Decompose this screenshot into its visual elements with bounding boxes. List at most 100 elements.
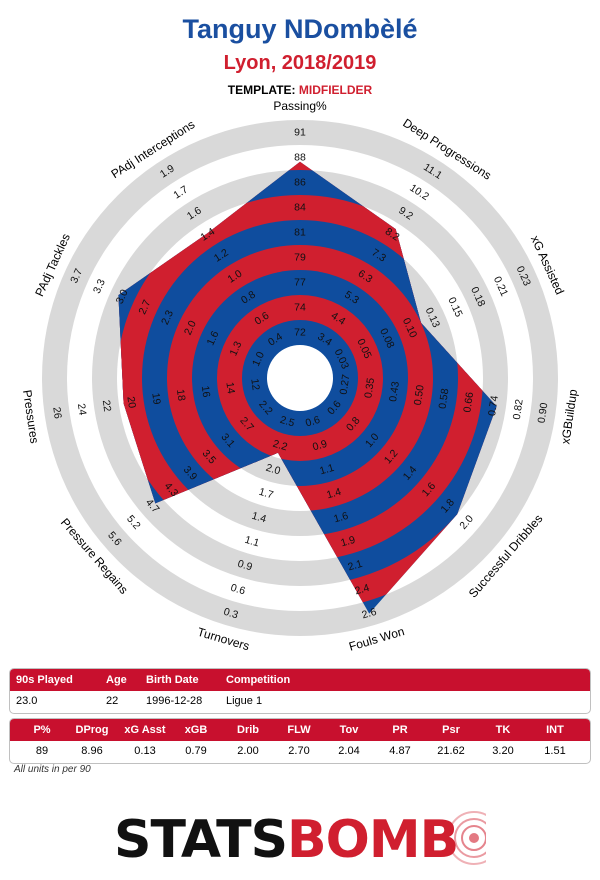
tick-label: 3.3 (91, 277, 108, 295)
header-cell: 90s Played (16, 674, 73, 686)
header-cell: PR (392, 724, 408, 736)
tick-label: 1.1 (318, 462, 336, 478)
value-cell: 2.00 (237, 745, 259, 757)
axis-label: Passing% (273, 99, 327, 113)
bomb-target-icon (447, 811, 486, 865)
tick-label: 22 (100, 399, 114, 412)
tick-label: 26 (50, 406, 64, 419)
tick-label: 2.4 (353, 582, 371, 598)
tick-label: 1.6 (332, 510, 350, 526)
tick-label: 2.2 (271, 438, 289, 454)
tick-label: 0.43 (387, 380, 402, 402)
tick-label: 0.58 (437, 388, 452, 410)
tick-label: 3.0 (114, 288, 131, 306)
header-cell: Birth Date (146, 674, 199, 686)
tick-label: 2.0 (182, 319, 199, 337)
template-line: TEMPLATE: MIDFIELDER (0, 83, 600, 97)
header-cell: Competition (226, 674, 291, 686)
tick-label: 19 (149, 392, 163, 405)
logo-bomb: BOMB (287, 810, 459, 870)
stats-table-header: P% DProg xG Asst xGB Drib FLW Tov PR Psr… (10, 719, 590, 741)
header-cell: Age (106, 674, 127, 686)
tick-label: 72 (294, 327, 306, 339)
value-cell: 0.79 (185, 745, 207, 757)
header-cell: xG Asst (124, 724, 166, 736)
tick-label: 2.0 (264, 462, 282, 478)
tick-label: 1.0 (250, 350, 267, 368)
header-cell: INT (546, 724, 564, 736)
tick-label: 1.7 (257, 486, 275, 502)
tick-label: 0.6 (229, 582, 247, 598)
value-cell: 89 (35, 745, 49, 757)
tick-label: 0.90 (536, 402, 551, 424)
tick-label: 0.74 (486, 395, 501, 417)
value-cell: 1996-12-28 (146, 695, 203, 707)
axis-label: xGBuildup (558, 388, 580, 445)
tick-label: 88 (294, 152, 306, 164)
value-cell: 22 (106, 695, 119, 707)
value-cell: 4.87 (389, 745, 411, 757)
tick-label: 1.4 (325, 486, 343, 502)
tick-label: 2.3 (159, 308, 176, 326)
header-cell: DProg (75, 724, 109, 736)
info-table-header: 90s Played Age Birth Date Competition (10, 669, 590, 691)
radar-chart: 727477798184868891Passing%3.44.45.36.37.… (20, 99, 580, 654)
tick-label: 3.7 (68, 267, 85, 285)
tick-label: 2.7 (136, 298, 153, 316)
tick-label: 2.5 (278, 414, 296, 430)
header-cell: TK (495, 724, 511, 736)
tick-label: 79 (294, 252, 306, 264)
band-center (267, 345, 333, 411)
tick-label: 1.6 (205, 329, 222, 347)
value-cell: 1.51 (544, 745, 566, 757)
units-note: All units in per 90 (14, 764, 91, 775)
header-cell: Psr (442, 724, 460, 736)
tick-label: 0.35 (362, 377, 377, 399)
axis-label: Pressures (20, 389, 42, 444)
value-cell: 8.96 (81, 745, 103, 757)
value-cell: 0.13 (134, 745, 156, 757)
value-cell: 21.62 (437, 745, 465, 757)
info-table: 90s Played Age Birth Date Competition 23… (9, 668, 591, 714)
header-cell: xGB (184, 724, 208, 736)
tick-label: 81 (294, 227, 306, 239)
tick-label: 91 (294, 127, 306, 139)
tick-label: 14 (223, 381, 237, 394)
tick-label: 0.3 (222, 606, 240, 622)
tick-label: 0.50 (412, 384, 427, 406)
logo-stats: STATS (114, 810, 288, 870)
stats-table-row: 89 8.96 0.13 0.79 2.00 2.70 2.04 4.87 21… (10, 741, 590, 761)
player-name: Tanguy NDombèlé (182, 14, 418, 44)
header-cell: Tov (339, 724, 359, 736)
tick-label: 1.9 (339, 534, 357, 550)
tick-label: 20 (124, 396, 138, 409)
value-cell: 2.70 (288, 745, 310, 757)
tick-label: 1.4 (250, 510, 268, 526)
tick-label: 12 (248, 378, 262, 391)
tick-label: 0.9 (236, 558, 254, 574)
header-cell: Drib (237, 724, 259, 736)
logo-text: STATSBOMB (114, 810, 459, 870)
header-cell: P% (33, 724, 51, 736)
value-cell: Ligue 1 (226, 695, 263, 707)
tick-label: 0.66 (461, 391, 476, 413)
tick-label: 0.82 (511, 398, 526, 420)
tick-label: 0.9 (311, 438, 329, 454)
value-cell: 3.20 (492, 745, 514, 757)
tick-label: 0.6 (304, 414, 322, 430)
info-table-row: 23.0 22 1996-12-28 Ligue 1 (10, 691, 590, 711)
statsbomb-logo: STATSBOMB (114, 808, 486, 870)
header-cell: FLW (287, 724, 311, 736)
tick-label: 1.3 (227, 339, 244, 357)
tick-label: 86 (294, 177, 306, 189)
value-cell: 2.04 (338, 745, 360, 757)
stats-table: P% DProg xG Asst xGB Drib FLW Tov PR Psr… (9, 718, 591, 764)
tick-label: 84 (294, 202, 306, 214)
value-cell: 23.0 (16, 695, 38, 707)
tick-label: 24 (75, 403, 89, 416)
tick-label: 16 (199, 385, 213, 398)
template-value: MIDFIELDER (298, 83, 373, 97)
tick-label: 0.27 (338, 373, 353, 395)
tick-label: 2.1 (346, 558, 364, 574)
club-season: Lyon, 2018/2019 (223, 52, 377, 74)
